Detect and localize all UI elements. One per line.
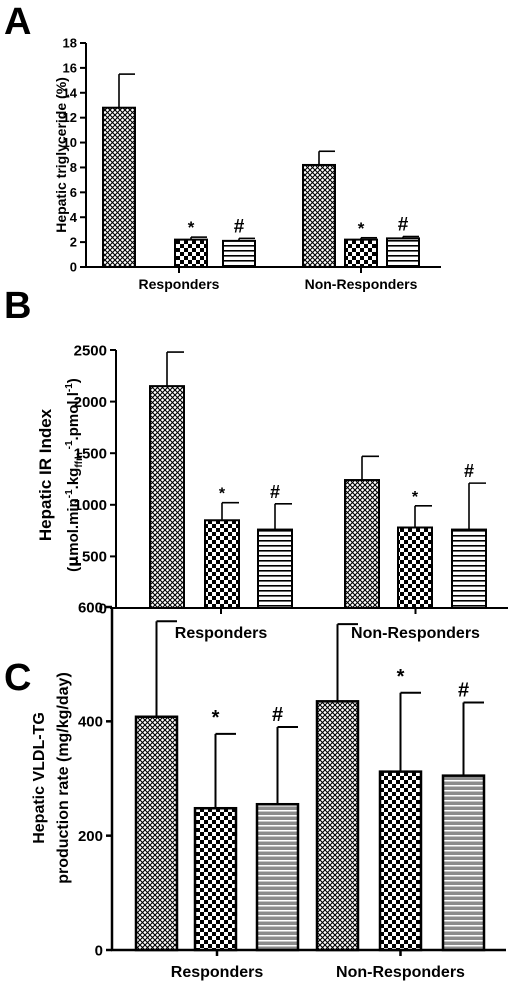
panel-a-y-tick-label: 12 bbox=[63, 110, 77, 125]
panel-c-y-tick-label: 0 bbox=[95, 942, 103, 959]
panel-a-y-tick-label: 10 bbox=[63, 135, 77, 150]
panel-a-bar bbox=[344, 238, 378, 268]
panel-a-bar bbox=[174, 238, 208, 268]
panel-c-significance-star: * bbox=[397, 666, 405, 688]
panel-c-category-label: Responders bbox=[171, 964, 264, 981]
panel-a-y-tick-label: 6 bbox=[70, 185, 77, 200]
panel-b-category-label: Non-Responders bbox=[351, 625, 480, 642]
panel-b-significance-hash: # bbox=[270, 482, 280, 502]
panel-b-label: B bbox=[4, 285, 31, 327]
panel-a-ylabel: Hepatic triglyceride (%) bbox=[53, 77, 69, 233]
panel-b-bar bbox=[451, 528, 487, 609]
panel-b-ylabel-units: (µmol.min-1.kgffm -1.pmol.l-1) bbox=[64, 378, 85, 572]
panel-c-label: C bbox=[4, 657, 31, 699]
panel-a-bar bbox=[386, 237, 420, 268]
panel-a-y-tick-label: 18 bbox=[63, 36, 77, 51]
panel-c-significance-hash: # bbox=[458, 679, 469, 701]
panel-a-y-tick-label: 14 bbox=[63, 85, 78, 100]
panel-c-bar bbox=[193, 806, 238, 952]
panel-a-category-label: Non-Responders bbox=[305, 276, 418, 292]
panel-b-y-tick-label: 2000 bbox=[74, 394, 107, 411]
panel-c-bar bbox=[315, 700, 360, 952]
panel-c-y-tick-label: 600 bbox=[78, 599, 103, 616]
panel-a-significance-star: * bbox=[358, 219, 365, 238]
panel-b-ylabel: Hepatic IR Index bbox=[36, 408, 55, 541]
panel-c-significance-hash: # bbox=[272, 704, 283, 726]
panel-b-y-tick-label: 1000 bbox=[74, 497, 107, 514]
panel-a-category-label: Responders bbox=[139, 276, 220, 292]
panel-c-ylabel: Hepatic VLDL-TG bbox=[31, 712, 48, 844]
panel-c-ylabel-line2: production rate (mg/kg/day) bbox=[55, 672, 72, 884]
panel-c-bar bbox=[255, 802, 300, 952]
panel-b-y-tick-label: 500 bbox=[82, 549, 107, 566]
panel-b-bar bbox=[344, 479, 380, 610]
panel-a-y-tick-label: 4 bbox=[70, 210, 78, 225]
panel-c-bar bbox=[441, 774, 486, 952]
panel-a-y-tick-label: 16 bbox=[63, 60, 77, 75]
panel-a-y-tick-label: 0 bbox=[70, 260, 77, 275]
panel-a-label: A bbox=[4, 1, 31, 43]
panel-b-category-label: Responders bbox=[175, 625, 268, 642]
panel-b-significance-star: * bbox=[219, 486, 226, 503]
panel-b-bar bbox=[397, 526, 433, 610]
panel-c-significance-star: * bbox=[212, 707, 220, 729]
panel-b-bar bbox=[257, 528, 293, 609]
panel-b-y-tick-label: 0 bbox=[99, 600, 107, 617]
panel-c-y-tick-label: 400 bbox=[78, 714, 103, 731]
panel-a-y-tick-label: 8 bbox=[70, 160, 77, 175]
panel-c-category-label: Non-Responders bbox=[336, 964, 465, 981]
panel-c-bar bbox=[378, 770, 423, 952]
panel-b-y-tick-label: 2500 bbox=[74, 342, 107, 359]
panel-a-bar bbox=[102, 106, 136, 269]
panel-a-significance-hash: # bbox=[234, 216, 245, 237]
panel-b-significance-star: * bbox=[412, 489, 419, 506]
panel-a-y-tick-label: 2 bbox=[70, 235, 77, 250]
panel-b-significance-hash: # bbox=[464, 461, 474, 481]
panel-a-significance-hash: # bbox=[398, 215, 409, 236]
panel-a-bar bbox=[302, 163, 336, 268]
panel-b-bar bbox=[204, 519, 240, 610]
panel-c-y-tick-label: 200 bbox=[78, 828, 103, 845]
panel-c-bar bbox=[134, 715, 179, 952]
panel-a-bar bbox=[222, 239, 256, 269]
panel-b-y-tick-label: 1500 bbox=[74, 445, 107, 462]
panel-b-bar bbox=[149, 385, 185, 609]
panel-a-significance-star: * bbox=[188, 218, 195, 237]
plot-area: 0 2 4 6 8 10 12 14 16 18 Responders Non-Responders *… bbox=[63, 36, 508, 981]
